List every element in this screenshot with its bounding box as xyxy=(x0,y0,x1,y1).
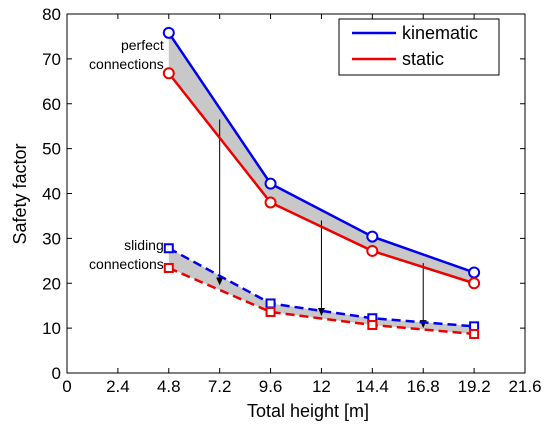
y-tick-label: 40 xyxy=(42,185,61,204)
marker-sliding-static-1 xyxy=(163,262,174,273)
series-line-sliding-kinematic xyxy=(168,247,475,328)
marker-sliding-static-2 xyxy=(265,306,276,317)
x-tick-label: 4.8 xyxy=(157,377,181,396)
marker-layer xyxy=(162,26,481,339)
annotation-layer: perfect connections sliding connections xyxy=(89,37,164,272)
legend-label-static: static xyxy=(402,49,444,69)
marker-sliding-static-4 xyxy=(469,328,480,339)
marker-perfect-kinematic-4 xyxy=(468,266,481,279)
arrow-layer xyxy=(216,119,427,329)
marker-perfect-kinematic-3 xyxy=(366,230,379,243)
legend: kinematic static xyxy=(338,18,500,76)
y-tick-label: 50 xyxy=(42,140,61,159)
fill-sliding-connections xyxy=(168,248,475,334)
annotation-line: perfect xyxy=(121,37,164,53)
fill-layer xyxy=(168,32,475,334)
annotation-sliding-connections: sliding connections xyxy=(89,237,164,272)
x-tick-label: 2.4 xyxy=(106,377,130,396)
annotation-perfect-connections: perfect connections xyxy=(89,37,164,72)
marker-sliding-static-3 xyxy=(367,319,378,330)
y-axis-label: Safety factor xyxy=(10,143,30,244)
annotation-line: connections xyxy=(89,56,164,72)
marker-perfect-static-1 xyxy=(162,67,175,80)
series-line-perfect-kinematic xyxy=(167,32,475,274)
marker-perfect-kinematic-1 xyxy=(162,26,175,39)
x-tick-label: 21.6 xyxy=(508,377,541,396)
legend-box xyxy=(338,18,500,76)
series-layer xyxy=(167,32,475,336)
x-tick-label: 12 xyxy=(312,377,331,396)
x-tick-label: 16.8 xyxy=(407,377,440,396)
y-tick-label: 10 xyxy=(42,319,61,338)
tick-layer: 0 2.4 4.8 7.2 9.6 12 14.4 16.8 19.2 21.6 0 10 20 30 40… xyxy=(42,5,541,396)
annotation-line: connections xyxy=(89,256,164,272)
y-tick-label: 30 xyxy=(42,229,61,248)
y-tick-label: 80 xyxy=(42,5,61,24)
marker-sliding-kinematic-2 xyxy=(265,298,276,309)
marker-perfect-kinematic-2 xyxy=(264,177,277,190)
marker-perfect-static-2 xyxy=(264,196,277,209)
x-tick-label: 19.2 xyxy=(458,377,491,396)
series-line-perfect-static xyxy=(167,72,475,285)
y-tick-label: 70 xyxy=(42,50,61,69)
x-tick-label: 9.6 xyxy=(259,377,283,396)
marker-perfect-static-3 xyxy=(366,244,379,257)
y-tick-label: 60 xyxy=(42,95,61,114)
x-tick-label: 7.2 xyxy=(208,377,232,396)
y-tick-label: 20 xyxy=(42,274,61,293)
annotation-line: sliding xyxy=(124,237,164,253)
marker-sliding-kinematic-1 xyxy=(163,243,174,254)
marker-perfect-static-4 xyxy=(468,277,481,290)
x-tick-label: 14.4 xyxy=(356,377,389,396)
legend-label-kinematic: kinematic xyxy=(402,23,478,43)
series-line-sliding-static xyxy=(168,266,475,336)
y-tick-label: 0 xyxy=(52,364,61,383)
x-tick-label: 0 xyxy=(62,377,71,396)
x-axis-label: Total height [m] xyxy=(247,401,369,421)
arrow-head-1 xyxy=(216,277,224,286)
